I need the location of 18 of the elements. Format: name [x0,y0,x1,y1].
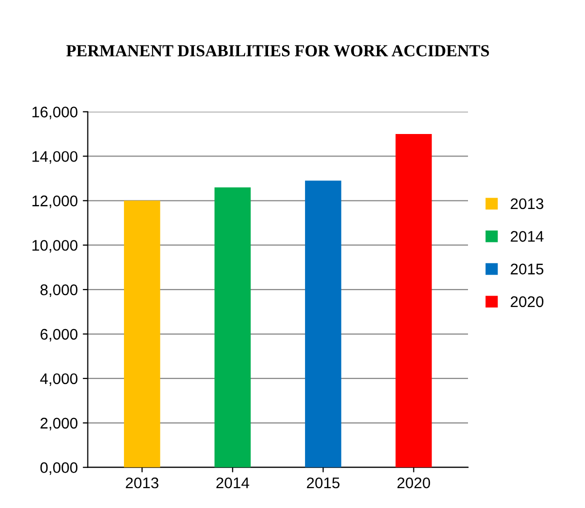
y-tick-label: 0,000 [40,462,78,475]
y-tick-label: 8,000 [40,284,78,298]
x-tick-label: 2020 [397,477,430,488]
y-tick-label: 10,000 [32,240,78,253]
legend-label: 2013 [510,198,544,210]
y-tick-label: 16,000 [32,106,78,120]
y-tick-label: 2,000 [40,418,78,430]
y-tick-label: 14,000 [32,151,78,164]
x-tick-label: 2013 [126,477,158,488]
y-tick-label: 4,000 [40,373,78,386]
y-tick-label: 12,000 [32,196,78,208]
y-tick-label: 6,000 [40,328,78,342]
chart-title: PERMANENT DISABILITIES FOR WORK ACCIDENTS [66,45,489,56]
legend-label: 2015 [510,264,544,274]
x-tick-label: 2014 [216,477,250,488]
x-tick-label: 2015 [306,477,340,488]
legend-label: 2014 [510,230,544,242]
legend-label: 2020 [510,296,544,308]
